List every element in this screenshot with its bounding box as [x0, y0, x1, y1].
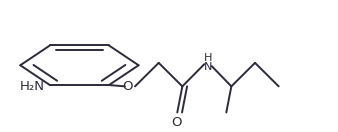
Text: H
N: H N: [203, 53, 212, 72]
Text: O: O: [122, 80, 133, 93]
Text: O: O: [171, 116, 182, 129]
Text: H₂N: H₂N: [20, 80, 45, 93]
